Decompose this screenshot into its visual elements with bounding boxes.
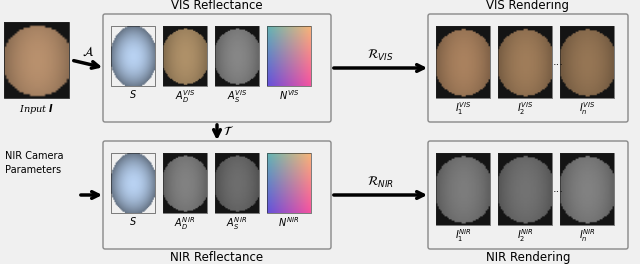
Bar [436, 26, 490, 98]
Text: $I_n^{NIR}$: $I_n^{NIR}$ [579, 227, 595, 244]
Text: $I_2^{NIR}$: $I_2^{NIR}$ [516, 227, 533, 244]
Bar [163, 153, 207, 213]
Bar [560, 26, 614, 98]
Text: $\mathcal{T}$: $\mathcal{T}$ [223, 125, 234, 138]
Text: $S$: $S$ [129, 88, 137, 100]
Text: $\mathcal{R}_{VIS}$: $\mathcal{R}_{VIS}$ [367, 48, 394, 63]
Text: VIS Rendering: VIS Rendering [486, 0, 570, 12]
Bar [215, 153, 259, 213]
Text: $S$: $S$ [129, 215, 137, 227]
Text: $N^{NIR}$: $N^{NIR}$ [278, 215, 300, 229]
Text: NIR Reflectance: NIR Reflectance [170, 251, 264, 264]
Bar [267, 153, 311, 213]
Text: $A_S^{VIS}$: $A_S^{VIS}$ [227, 88, 247, 105]
Text: $I_1^{VIS}$: $I_1^{VIS}$ [455, 100, 471, 117]
Text: $\mathcal{A}$: $\mathcal{A}$ [82, 46, 94, 59]
Bar [215, 26, 259, 86]
Bar [267, 26, 311, 86]
Bar [111, 153, 155, 213]
Bar [436, 153, 490, 225]
Text: $\mathcal{R}_{NIR}$: $\mathcal{R}_{NIR}$ [367, 175, 394, 190]
Text: NIR Camera
Parameters: NIR Camera Parameters [5, 151, 63, 175]
Text: $N^{VIS}$: $N^{VIS}$ [278, 88, 300, 102]
Text: Input $\boldsymbol{I}$: Input $\boldsymbol{I}$ [19, 102, 54, 116]
Text: $A_D^{VIS}$: $A_D^{VIS}$ [175, 88, 195, 105]
Bar [560, 153, 614, 225]
Text: ...: ... [552, 57, 563, 67]
Text: $A_S^{NIR}$: $A_S^{NIR}$ [227, 215, 248, 232]
Bar [163, 26, 207, 86]
Text: $A_D^{NIR}$: $A_D^{NIR}$ [175, 215, 196, 232]
Text: VIS Reflectance: VIS Reflectance [171, 0, 263, 12]
Text: $I_2^{VIS}$: $I_2^{VIS}$ [516, 100, 533, 117]
Text: ...: ... [552, 184, 563, 194]
Bar [111, 26, 155, 86]
Bar [498, 153, 552, 225]
Text: NIR Rendering: NIR Rendering [486, 251, 570, 264]
Bar [4, 22, 69, 98]
Text: $I_n^{VIS}$: $I_n^{VIS}$ [579, 100, 595, 117]
Text: $I_1^{NIR}$: $I_1^{NIR}$ [454, 227, 472, 244]
Bar [498, 26, 552, 98]
